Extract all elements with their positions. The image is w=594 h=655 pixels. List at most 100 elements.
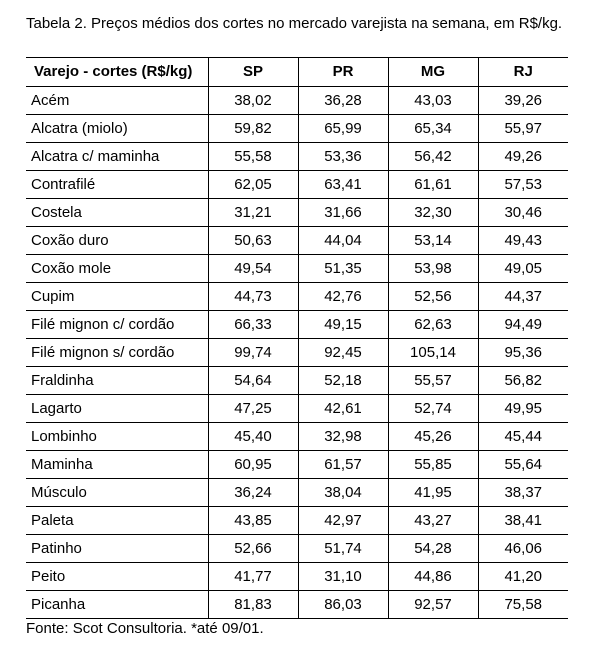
price-mg-cell: 53,14 (387, 226, 478, 255)
table-row: Alcatra (miolo) 59,82 65,99 65,34 55,97 (26, 114, 568, 143)
price-sp-cell: 43,85 (207, 506, 298, 535)
table-body: Acém 38,02 36,28 43,03 39,26 Alcatra (miolo) 5… (26, 86, 568, 619)
price-rj-cell: 55,64 (477, 450, 568, 479)
cut-name-cell: Patinho (26, 534, 208, 563)
price-pr-cell: 51,35 (297, 254, 388, 283)
price-mg-cell: 43,27 (387, 506, 478, 535)
price-sp-cell: 54,64 (207, 366, 298, 395)
table-header-row: Varejo - cortes (R$/kg) SP PR MG RJ (26, 57, 568, 87)
price-pr-cell: 42,61 (297, 394, 388, 423)
table-row: Contrafilé 62,05 63,41 61,61 57,53 (26, 170, 568, 199)
price-pr-cell: 65,99 (297, 114, 388, 143)
price-sp-cell: 44,73 (207, 282, 298, 311)
price-sp-cell: 99,74 (207, 338, 298, 367)
header-cut: Varejo - cortes (R$/kg) (26, 57, 208, 87)
cut-name-cell: Paleta (26, 506, 208, 535)
price-mg-cell: 65,34 (387, 114, 478, 143)
price-sp-cell: 59,82 (207, 114, 298, 143)
cut-name-cell: Coxão duro (26, 226, 208, 255)
price-pr-cell: 44,04 (297, 226, 388, 255)
price-rj-cell: 49,43 (477, 226, 568, 255)
price-pr-cell: 49,15 (297, 310, 388, 339)
table-row: Fraldinha 54,64 52,18 55,57 56,82 (26, 366, 568, 395)
price-mg-cell: 43,03 (387, 86, 478, 115)
price-mg-cell: 61,61 (387, 170, 478, 199)
price-sp-cell: 31,21 (207, 198, 298, 227)
price-rj-cell: 56,82 (477, 366, 568, 395)
price-mg-cell: 52,56 (387, 282, 478, 311)
table-row: Alcatra c/ maminha 55,58 53,36 56,42 49,26 (26, 142, 568, 171)
price-sp-cell: 66,33 (207, 310, 298, 339)
header-sp: SP (207, 57, 298, 87)
price-rj-cell: 38,37 (477, 478, 568, 507)
price-mg-cell: 45,26 (387, 422, 478, 451)
price-sp-cell: 38,02 (207, 86, 298, 115)
price-sp-cell: 36,24 (207, 478, 298, 507)
prices-table: Varejo - cortes (R$/kg) SP PR MG RJ Acém… (26, 57, 568, 619)
price-mg-cell: 105,14 (387, 338, 478, 367)
price-rj-cell: 49,05 (477, 254, 568, 283)
price-mg-cell: 55,57 (387, 366, 478, 395)
price-rj-cell: 94,49 (477, 310, 568, 339)
cut-name-cell: Picanha (26, 590, 208, 619)
price-pr-cell: 38,04 (297, 478, 388, 507)
price-rj-cell: 75,58 (477, 590, 568, 619)
table-row: Patinho 52,66 51,74 54,28 46,06 (26, 534, 568, 563)
cut-name-cell: Acém (26, 86, 208, 115)
price-pr-cell: 31,66 (297, 198, 388, 227)
price-pr-cell: 86,03 (297, 590, 388, 619)
price-pr-cell: 53,36 (297, 142, 388, 171)
price-rj-cell: 39,26 (477, 86, 568, 115)
price-rj-cell: 95,36 (477, 338, 568, 367)
price-pr-cell: 36,28 (297, 86, 388, 115)
price-pr-cell: 52,18 (297, 366, 388, 395)
price-mg-cell: 54,28 (387, 534, 478, 563)
cut-name-cell: Coxão mole (26, 254, 208, 283)
table-row: Coxão mole 49,54 51,35 53,98 49,05 (26, 254, 568, 283)
price-pr-cell: 51,74 (297, 534, 388, 563)
price-rj-cell: 46,06 (477, 534, 568, 563)
cut-name-cell: Cupim (26, 282, 208, 311)
cut-name-cell: Filé mignon c/ cordão (26, 310, 208, 339)
cut-name-cell: Filé mignon s/ cordão (26, 338, 208, 367)
table-caption: Tabela 2. Preços médios dos cortes no me… (26, 15, 563, 32)
price-rj-cell: 49,95 (477, 394, 568, 423)
table-row: Lagarto 47,25 42,61 52,74 49,95 (26, 394, 568, 423)
cut-name-cell: Costela (26, 198, 208, 227)
price-mg-cell: 56,42 (387, 142, 478, 171)
price-sp-cell: 47,25 (207, 394, 298, 423)
cut-name-cell: Lombinho (26, 422, 208, 451)
cut-name-cell: Fraldinha (26, 366, 208, 395)
price-sp-cell: 41,77 (207, 562, 298, 591)
cut-name-cell: Lagarto (26, 394, 208, 423)
price-mg-cell: 62,63 (387, 310, 478, 339)
cut-name-cell: Contrafilé (26, 170, 208, 199)
price-rj-cell: 44,37 (477, 282, 568, 311)
price-sp-cell: 60,95 (207, 450, 298, 479)
price-rj-cell: 38,41 (477, 506, 568, 535)
price-rj-cell: 41,20 (477, 562, 568, 591)
price-sp-cell: 49,54 (207, 254, 298, 283)
table-row: Lombinho 45,40 32,98 45,26 45,44 (26, 422, 568, 451)
price-rj-cell: 57,53 (477, 170, 568, 199)
price-sp-cell: 62,05 (207, 170, 298, 199)
price-mg-cell: 32,30 (387, 198, 478, 227)
cut-name-cell: Músculo (26, 478, 208, 507)
price-rj-cell: 49,26 (477, 142, 568, 171)
price-pr-cell: 63,41 (297, 170, 388, 199)
price-pr-cell: 61,57 (297, 450, 388, 479)
table-row: Peito 41,77 31,10 44,86 41,20 (26, 562, 568, 591)
table-row: Costela 31,21 31,66 32,30 30,46 (26, 198, 568, 227)
table-row: Picanha 81,83 86,03 92,57 75,58 (26, 590, 568, 619)
price-pr-cell: 42,76 (297, 282, 388, 311)
table-row: Filé mignon s/ cordão 99,74 92,45 105,14 95,… (26, 338, 568, 367)
table-row: Cupim 44,73 42,76 52,56 44,37 (26, 282, 568, 311)
price-sp-cell: 81,83 (207, 590, 298, 619)
price-mg-cell: 52,74 (387, 394, 478, 423)
price-sp-cell: 50,63 (207, 226, 298, 255)
price-pr-cell: 92,45 (297, 338, 388, 367)
price-pr-cell: 32,98 (297, 422, 388, 451)
price-mg-cell: 44,86 (387, 562, 478, 591)
cut-name-cell: Alcatra c/ maminha (26, 142, 208, 171)
price-mg-cell: 53,98 (387, 254, 478, 283)
